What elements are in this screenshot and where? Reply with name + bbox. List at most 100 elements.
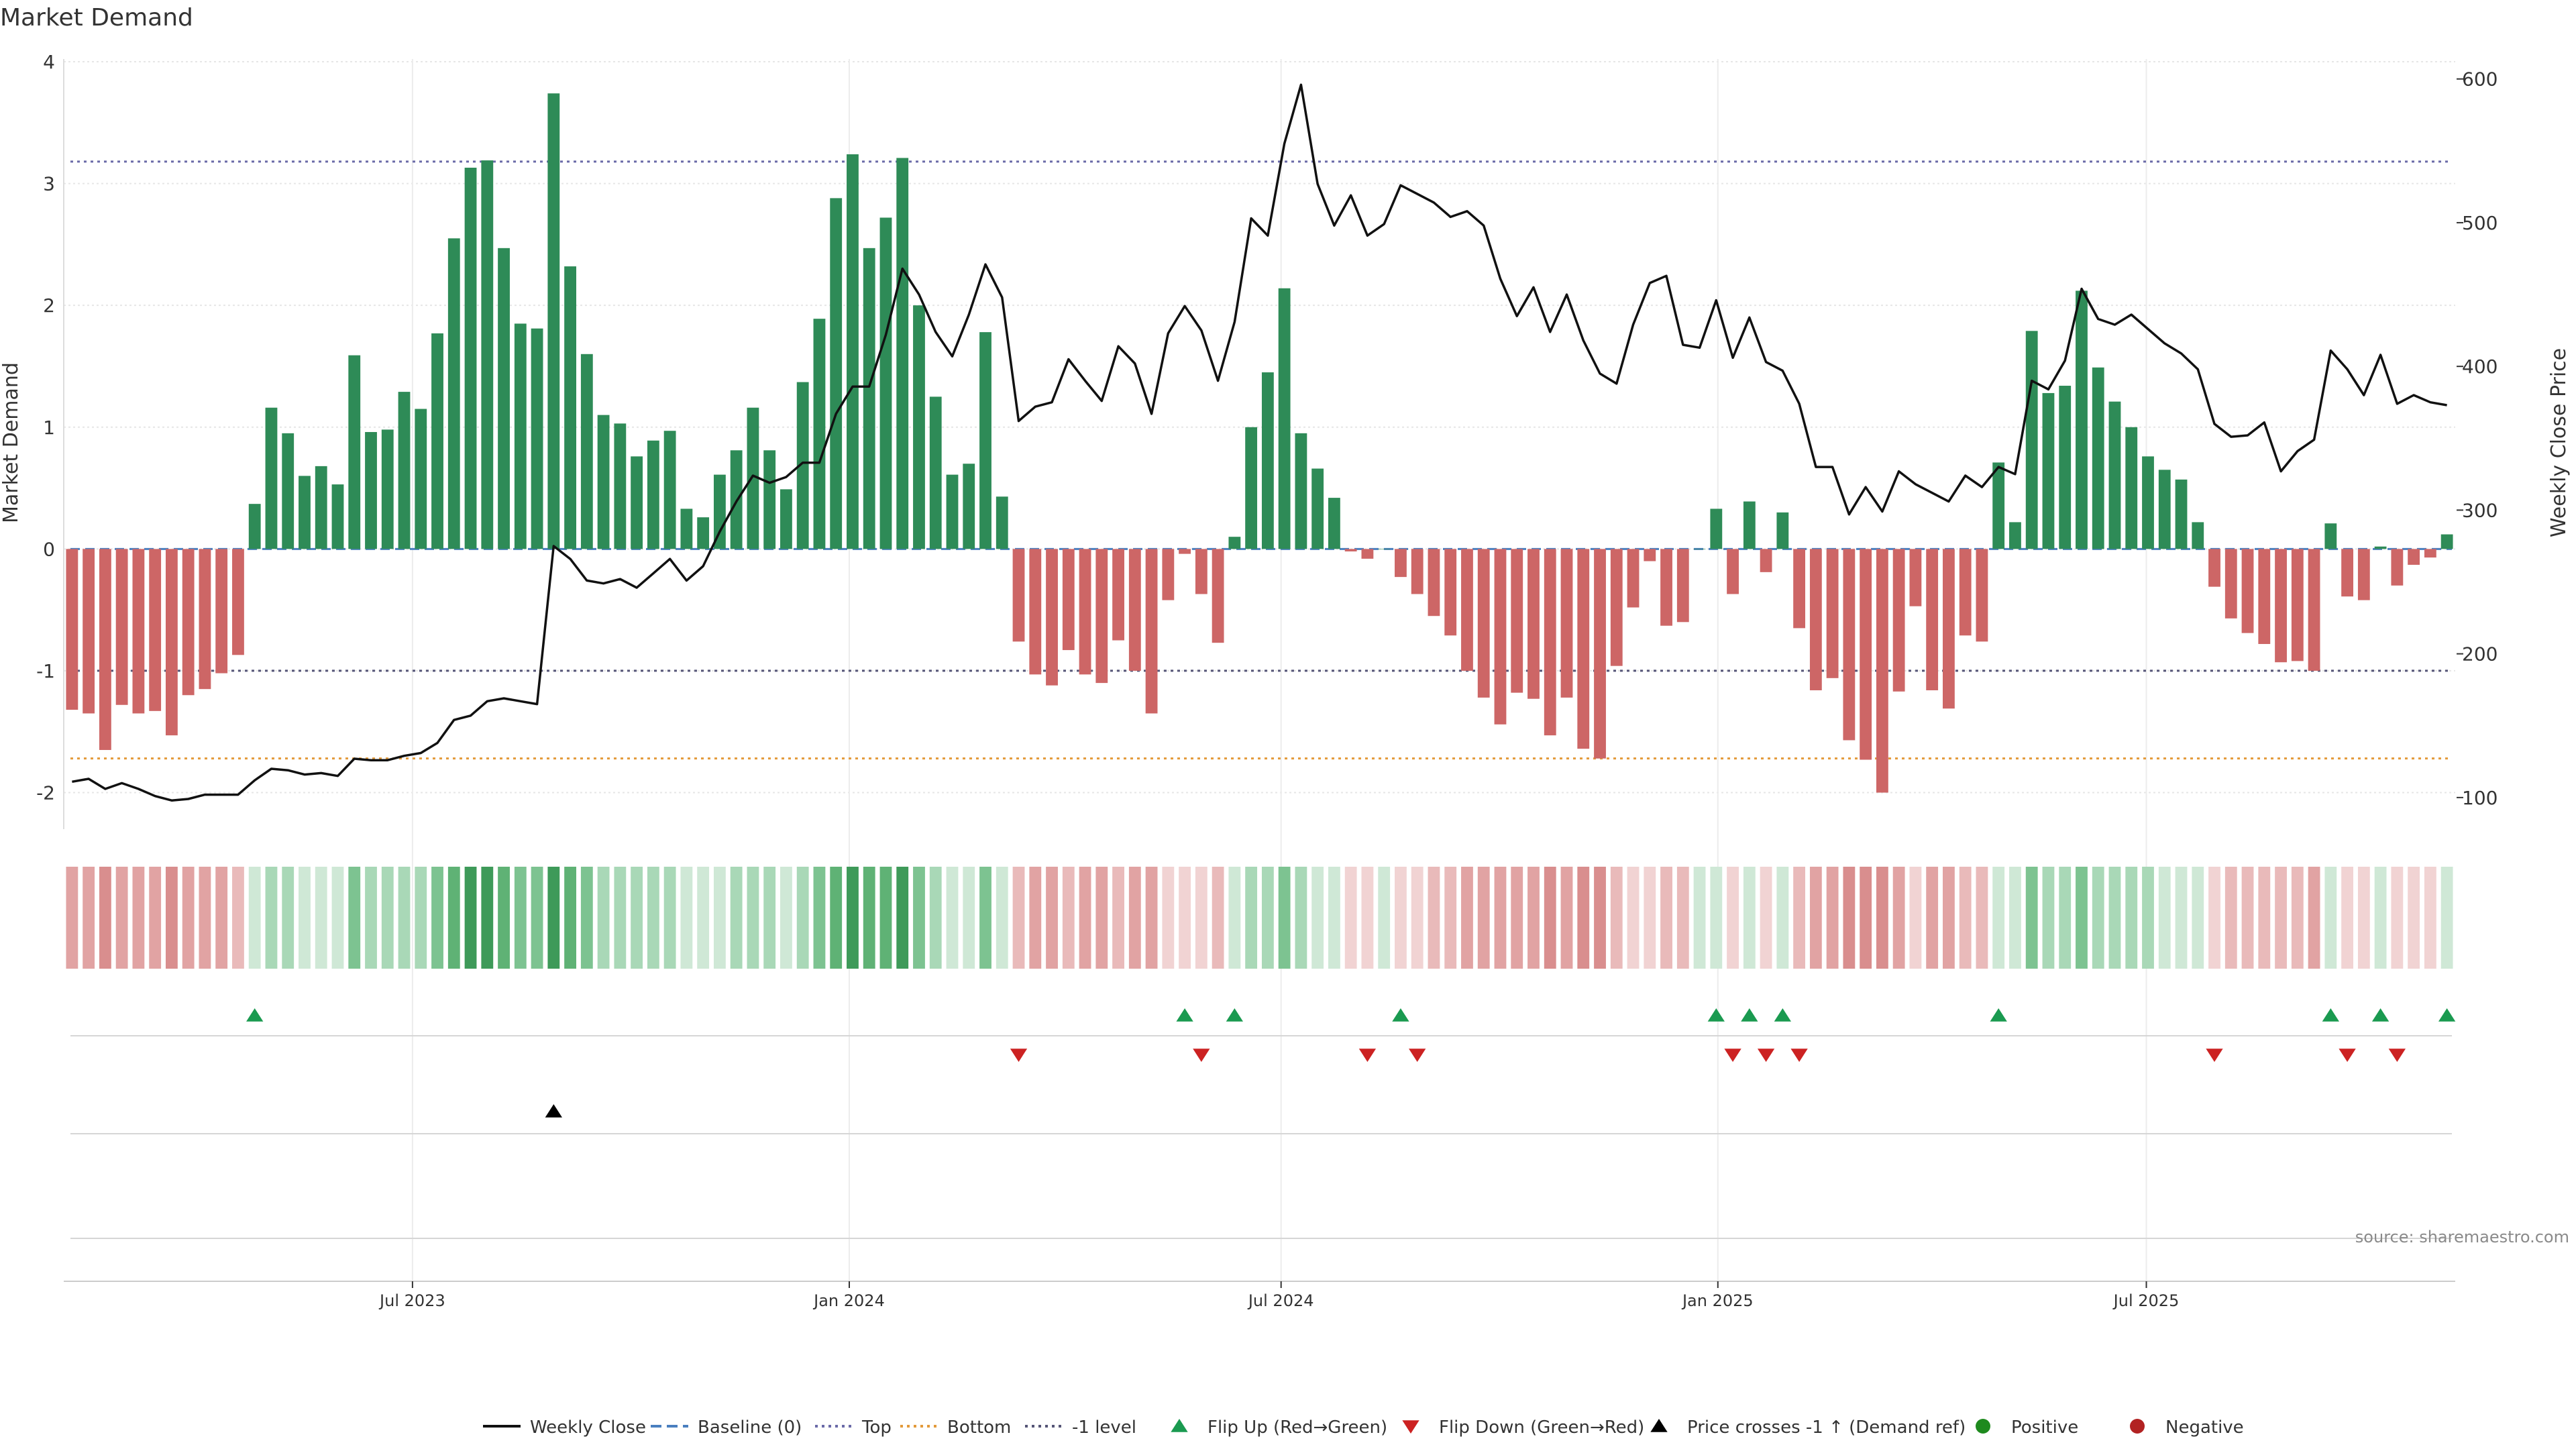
- strip-cell: [1245, 867, 1258, 969]
- strip-cell: [547, 867, 560, 969]
- strip-cell: [1311, 867, 1324, 969]
- demand-bar: [1544, 549, 1556, 736]
- demand-bar: [913, 305, 925, 549]
- strip-cell: [1892, 867, 1905, 969]
- strip-cell: [1876, 867, 1888, 969]
- demand-bar: [1760, 549, 1772, 572]
- strip-cell: [282, 867, 294, 969]
- strip-cell: [1145, 867, 1158, 969]
- strip-cell: [1361, 867, 1374, 969]
- strip-cell: [1179, 867, 1191, 969]
- strip-cell: [1776, 867, 1789, 969]
- strip-cell: [1577, 867, 1590, 969]
- flip-down-marker: [1757, 1049, 1775, 1062]
- demand-bar: [763, 450, 776, 549]
- legend-label: Flip Down (Green→Red): [1439, 1417, 1644, 1438]
- demand-bar: [597, 415, 610, 549]
- y2-tick-label: 200: [2462, 643, 2498, 665]
- demand-bar: [99, 549, 111, 750]
- flip-down-marker: [1010, 1049, 1028, 1062]
- event-markers: [70, 1008, 2456, 1239]
- strip-cell: [2324, 867, 2337, 969]
- flip-up-marker: [1990, 1008, 2007, 1022]
- strip-cell: [1560, 867, 1573, 969]
- y2-tick-label: 600: [2462, 68, 2498, 91]
- strip-cell: [1128, 867, 1141, 969]
- legend-item-flip-up: Flip Up (Red→Green): [1171, 1417, 1387, 1438]
- flip-up-marker: [2438, 1008, 2456, 1022]
- demand-bar: [2208, 549, 2220, 587]
- strip-cell: [1112, 867, 1124, 969]
- demand-bar: [299, 476, 311, 549]
- flip-up-marker: [1707, 1008, 1725, 1022]
- flip-up-marker: [2371, 1008, 2390, 1022]
- strip-cell: [1860, 867, 1872, 969]
- legend-item-weekly-close: Weekly Close: [483, 1417, 646, 1438]
- demand-bar: [2275, 549, 2287, 663]
- demand-bar: [66, 549, 78, 710]
- strip-cell: [1494, 867, 1507, 969]
- strip-cell: [99, 867, 111, 969]
- demand-bar: [132, 549, 145, 714]
- demand-bar: [1743, 501, 1756, 549]
- demand-bar: [929, 396, 942, 549]
- demand-bar: [2258, 549, 2271, 644]
- demand-bar: [1328, 498, 1340, 549]
- demand-bar: [2025, 331, 2038, 549]
- demand-bar: [2241, 549, 2254, 633]
- strip-cell: [2158, 867, 2171, 969]
- flip-up-marker: [1226, 1008, 1244, 1022]
- demand-bar: [2341, 549, 2353, 597]
- strip-cell: [1378, 867, 1391, 969]
- demand-bar: [963, 464, 975, 549]
- demand-bar: [265, 407, 278, 549]
- demand-bar: [1444, 549, 1457, 636]
- strip-cell: [431, 867, 443, 969]
- strip-cell: [447, 867, 460, 969]
- source-label: source: sharemaestro.com: [2355, 1228, 2569, 1246]
- legend-item-flip-down: Flip Down (Green→Red): [1402, 1417, 1644, 1438]
- demand-bar: [514, 323, 527, 549]
- demand-bar: [2440, 534, 2453, 549]
- strip-cell: [2241, 867, 2254, 969]
- strip-cell: [730, 867, 743, 969]
- demand-bar: [2092, 367, 2104, 549]
- strip-cell: [415, 867, 427, 969]
- strip-cell: [763, 867, 776, 969]
- legend-swatch: [2130, 1419, 2145, 1434]
- demand-bar: [896, 158, 909, 549]
- strip-cell: [66, 867, 78, 969]
- flip-up-marker: [2322, 1008, 2339, 1022]
- strip-cell: [1943, 867, 1955, 969]
- strip-cell: [2192, 867, 2204, 969]
- strip-cell: [879, 867, 892, 969]
- demand-bar: [1926, 549, 1939, 690]
- flip-up-marker: [246, 1008, 264, 1022]
- demand-bar: [713, 474, 726, 549]
- legend-item-positive: Positive: [1976, 1417, 2078, 1438]
- x-tick-label: Jul 2025: [2112, 1291, 2180, 1310]
- demand-bar: [1428, 549, 1440, 616]
- demand-bar: [381, 429, 394, 549]
- strip-cell: [1477, 867, 1490, 969]
- legend-swatch: [1171, 1419, 1188, 1432]
- y2-tick-label: 400: [2462, 356, 2498, 378]
- demand-bar: [115, 549, 128, 705]
- demand-bar: [2059, 386, 2072, 549]
- demand-bar: [697, 517, 710, 549]
- strip-cell: [1162, 867, 1175, 969]
- y-axis-label-left: Market Demand: [0, 362, 23, 523]
- strip-cell: [1992, 867, 2005, 969]
- strip-cell: [747, 867, 759, 969]
- x-tick-label: Jul 2024: [1247, 1291, 1314, 1310]
- strip-cell: [398, 867, 411, 969]
- strip-cell: [265, 867, 278, 969]
- strip-cell: [1212, 867, 1224, 969]
- demand-bar: [1560, 549, 1573, 698]
- demand-bar: [1162, 549, 1175, 600]
- x-tick-label: Jul 2023: [378, 1291, 445, 1310]
- strip-cell: [514, 867, 527, 969]
- demand-bar: [564, 266, 576, 549]
- chart-title: Market Demand: [0, 4, 193, 32]
- demand-bar: [1727, 549, 1739, 594]
